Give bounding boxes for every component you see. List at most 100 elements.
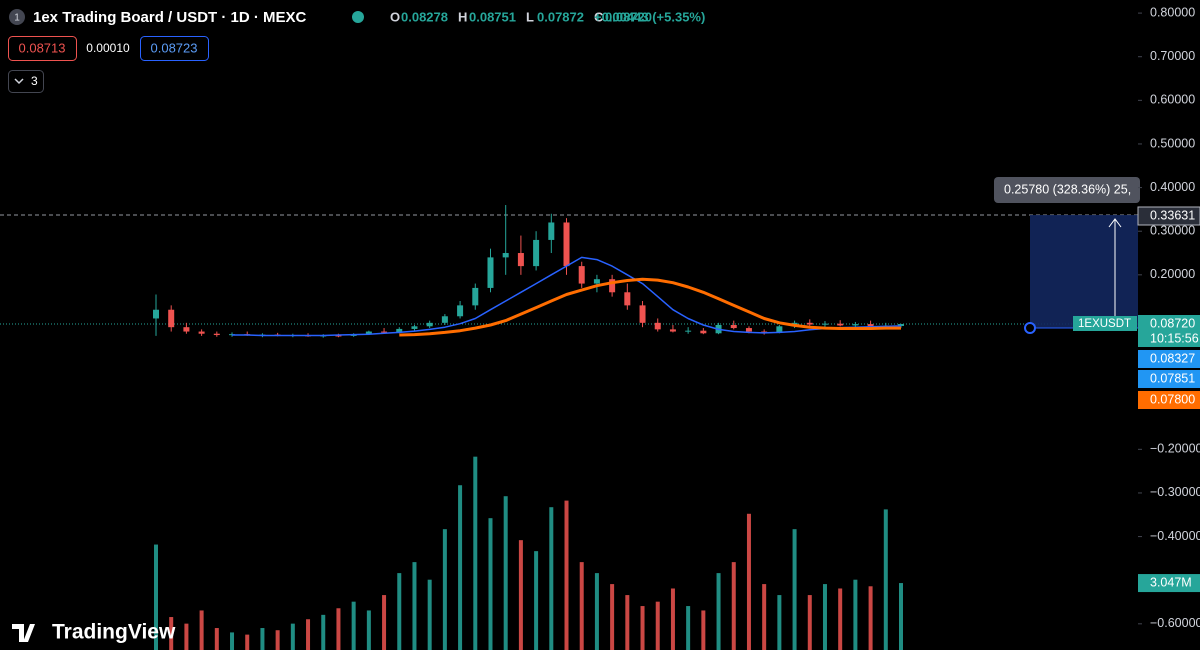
measure-range[interactable] <box>1030 215 1138 328</box>
moving-average <box>232 256 902 337</box>
volume-bar <box>427 579 432 650</box>
last-price: 0.08720 <box>1150 316 1195 330</box>
volume-bar <box>883 509 888 650</box>
measure-label: 0.25780 (328.36%) 25, <box>1004 182 1131 196</box>
candle-body <box>457 305 464 317</box>
candle-body <box>776 326 783 333</box>
volume-bar <box>473 456 478 650</box>
volume-bar <box>564 500 569 650</box>
ma-fast-box <box>1138 350 1200 368</box>
volume-bar <box>716 573 721 650</box>
candle-body <box>502 253 509 258</box>
candle-body <box>396 328 403 333</box>
candle-body <box>517 253 524 267</box>
badge[interactable] <box>9 9 25 25</box>
plot-area <box>0 205 1138 650</box>
candle-body <box>381 331 388 333</box>
sell-price: 0.08713 <box>19 40 66 55</box>
volume-bar <box>306 619 311 650</box>
volume-bar <box>488 518 493 650</box>
y-tick-label: 0.80000 <box>1150 5 1195 19</box>
high-line-label-box <box>1137 206 1200 226</box>
volume-bar <box>412 562 417 650</box>
volume-bar <box>822 584 827 650</box>
volume-bar <box>336 608 341 650</box>
symbol-title[interactable]: 1ex Trading Board / USDT · 1D · MEXC <box>33 9 307 26</box>
y-tick-label: 0.40000 <box>1150 180 1195 194</box>
symbol-label: 1EXUSDT <box>1078 318 1131 330</box>
moving-average <box>399 277 901 337</box>
ohlc-key: L <box>526 9 534 24</box>
y-tick-label: 0.20000 <box>1150 267 1195 281</box>
measure-handle[interactable] <box>1024 322 1036 334</box>
y-tick-label: −0.40000 <box>1150 529 1200 543</box>
candle-body <box>548 222 555 240</box>
logo-mark <box>12 624 35 642</box>
spread: 0.00010 <box>86 41 130 55</box>
candle-body <box>867 324 874 327</box>
candle-body <box>441 316 448 323</box>
candle-body <box>153 309 159 319</box>
candle-body <box>685 330 692 332</box>
candle-body <box>730 325 737 329</box>
volume-bar <box>899 583 903 650</box>
ohlc-legend: O 0.08278 H 0.08751 L 0.07872 C 0.08720 <box>390 9 652 24</box>
price-scale[interactable]: 0.80000 0.70000 0.60000 0.50000 0.40000 0.300… <box>1138 5 1200 630</box>
volume-bar <box>503 496 508 650</box>
indicators-toggle[interactable] <box>8 70 44 93</box>
candle-body <box>198 331 205 334</box>
candle-body <box>898 324 904 326</box>
ohlc-value: 0.08751 <box>469 9 516 24</box>
candle-body <box>487 257 494 288</box>
candle-body <box>213 333 220 336</box>
volume-bar <box>214 628 219 650</box>
measure-arrow-head <box>1108 218 1122 228</box>
candle-body <box>578 266 585 284</box>
candle-body <box>700 330 707 334</box>
y-tick-label: −0.20000 <box>1150 442 1200 456</box>
symbol-label-box <box>1073 316 1137 331</box>
sell-button[interactable] <box>8 36 77 61</box>
volume-bar <box>670 588 675 650</box>
candle-body <box>426 322 433 327</box>
volume-bar <box>458 485 463 650</box>
countdown: 10:15:56 <box>1150 331 1199 345</box>
volume-bar <box>731 562 736 650</box>
candle-body <box>593 279 600 284</box>
volume-bar <box>610 584 615 650</box>
volume-bar <box>351 601 356 650</box>
candle-body <box>639 305 646 323</box>
logo-text[interactable]: TradingView <box>52 621 176 644</box>
candle-body <box>837 323 844 326</box>
market-status[interactable] <box>352 11 364 23</box>
ma-mid-box <box>1138 370 1200 388</box>
volume-bar <box>792 529 797 650</box>
y-tick-label: 0.70000 <box>1150 49 1195 63</box>
volume-bar <box>640 606 645 650</box>
candle-body <box>761 331 768 333</box>
volume-bar <box>518 540 523 650</box>
volume-bar <box>655 601 660 650</box>
candle-body <box>609 279 616 293</box>
y-tick-label: −0.60000 <box>1150 616 1200 630</box>
volume-bar <box>701 610 706 650</box>
volume-label-box <box>1138 574 1200 593</box>
candle-body <box>472 287 479 306</box>
last-price-box <box>1138 315 1200 347</box>
volume-bar <box>777 595 782 650</box>
volume-bar <box>260 628 265 650</box>
volume-bar <box>154 544 158 650</box>
volume-bar <box>853 579 858 650</box>
volume-bar <box>382 595 387 650</box>
volume-bar <box>169 617 174 650</box>
volume-bar <box>366 610 371 650</box>
volume-bar <box>321 614 326 650</box>
ohlc-key: O <box>390 9 400 24</box>
buy-button[interactable] <box>140 36 209 61</box>
volume-bar <box>275 630 280 650</box>
volume-bar <box>549 507 554 650</box>
candle-body <box>624 292 631 306</box>
volume-bar <box>290 623 295 650</box>
indicators-count: 3 <box>31 74 38 88</box>
